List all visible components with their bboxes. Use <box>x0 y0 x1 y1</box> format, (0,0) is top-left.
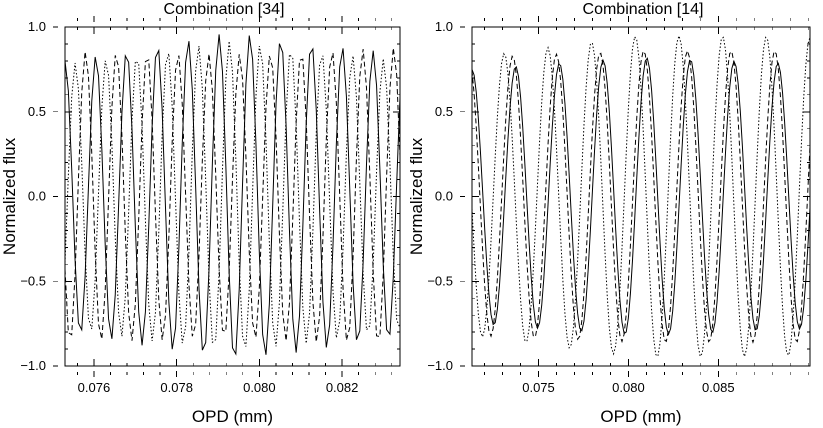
y-tick-label: 0.0 <box>435 189 453 204</box>
y-tick-label: −0.5 <box>20 273 46 288</box>
x-tick-label: 0.082 <box>326 380 359 395</box>
series-line-dotted <box>472 34 810 359</box>
y-tick-label: 0.0 <box>28 189 46 204</box>
y-tick-label: −0.5 <box>427 273 453 288</box>
x-axis-label: OPD (mm) <box>600 407 681 426</box>
y-tick-label: 0.5 <box>28 104 46 119</box>
y-axis-label: Normalized flux <box>407 137 426 255</box>
y-tick-label: 1.0 <box>435 19 453 34</box>
x-tick-label: 0.080 <box>612 380 645 395</box>
series-line-solid <box>65 34 400 356</box>
x-tick-label: 0.076 <box>78 380 111 395</box>
y-axis-label: Normalized flux <box>0 137 19 255</box>
y-tick-label: 0.5 <box>435 104 453 119</box>
y-tick-label: −1.0 <box>20 358 46 373</box>
chart-title: Combination [34] <box>164 1 285 18</box>
x-axis-label: OPD (mm) <box>192 407 273 426</box>
x-tick-label: 0.080 <box>243 380 276 395</box>
x-tick-label: 0.078 <box>160 380 193 395</box>
x-tick-label: 0.085 <box>702 380 735 395</box>
y-tick-label: 1.0 <box>28 19 46 34</box>
series-line-dashed <box>65 47 400 342</box>
chart-panel-combination-34: Combination [34] −1.0 −0.5 0.0 0.5 1.0 0.076 0.… <box>0 1 401 426</box>
series-line-solid <box>472 57 810 336</box>
x-tick-label: 0.075 <box>522 380 555 395</box>
chart-title: Combination [14] <box>583 1 704 18</box>
chart-panel-combination-14: Combination [14] −1.0 −0.5 0.0 0.5 1.0 0.075 0.… <box>407 1 811 426</box>
y-tick-label: −1.0 <box>427 358 453 373</box>
series-line-dashed <box>472 49 810 344</box>
